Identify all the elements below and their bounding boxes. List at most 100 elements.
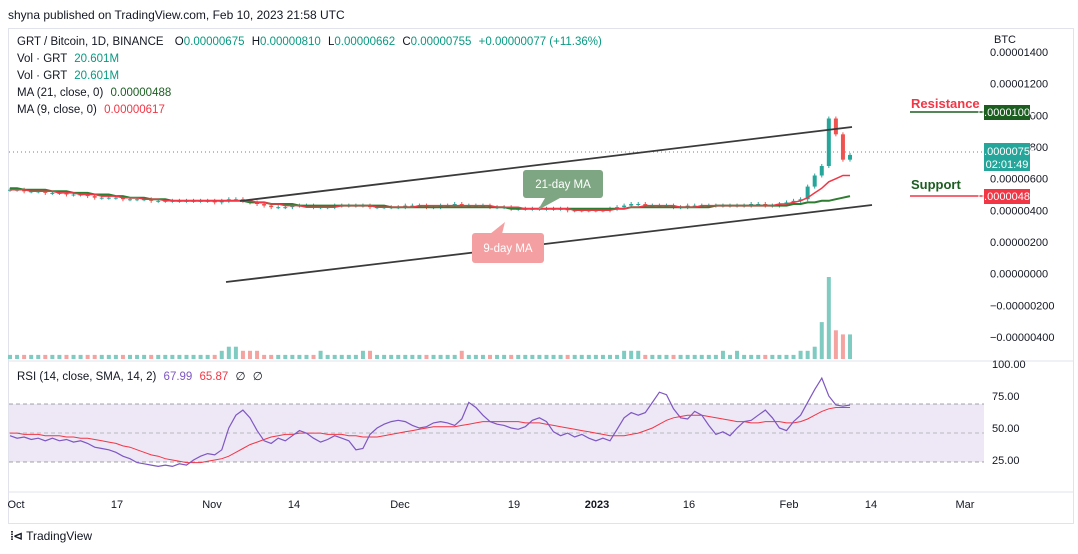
time-tick-label: Nov [202,499,222,511]
volume-bar [135,354,140,359]
close-value: 0.00000755 [410,36,472,48]
channel-lower-line[interactable] [225,204,873,283]
rsi-sma-line [10,407,850,464]
candle-body [848,154,852,160]
volume-bar [163,354,168,359]
price-tick-label: 0.00000400 [990,205,1048,217]
volume-bar [530,354,535,359]
volume-bar [36,354,41,359]
volume-bar [791,354,796,359]
channel-upper-line[interactable] [239,126,853,202]
resistance-label: Resistance [911,96,980,111]
last-price-text: 0.00000755 [978,146,1036,158]
volume-bars [8,277,852,359]
price-tick-label: 0.00001200 [990,79,1048,91]
volume-bar [431,354,436,359]
volume-bar [360,350,365,359]
volume-bar [396,354,401,359]
volume-bar [332,354,337,359]
symbol-name[interactable]: GRT / Bitcoin, 1D, BINANCE [17,36,164,48]
volume-bar [85,354,90,359]
volume-bar [657,354,662,359]
volume-bar [756,354,761,359]
volume-bar [212,354,217,359]
volume-bar [403,354,408,359]
volume-bar [184,354,189,359]
candle-body [233,199,238,201]
candle-body [643,204,648,206]
volume-bar [120,354,125,359]
volume-bar [149,354,154,359]
volume-bar [706,354,711,359]
rsi-label[interactable]: RSI (14, close, SMA, 14, 2) [17,371,157,383]
tradingview-logo-icon: ⁞⊲ [10,529,23,543]
volume-bar [283,354,288,359]
candle-body [262,204,267,206]
vol2-label[interactable]: Vol · GRT [17,70,68,82]
time-tick-label: 17 [111,499,123,511]
volume-bar [685,354,690,359]
time-tick-label: Oct [7,499,24,511]
volume-bar [495,354,500,359]
candle-body [622,205,627,208]
volume-bar [777,354,782,359]
volume-bar [304,354,309,359]
volume-bar [99,354,104,359]
ma9-label[interactable]: MA (9, close, 0) [17,104,97,116]
volume-bar [438,354,443,359]
volume-bar [353,354,358,359]
ma9-callout-text: 9-day MA [483,243,533,255]
vol2-value: 20.601M [74,70,120,82]
volume-bar [198,354,203,359]
volume-bar [219,350,224,359]
volume-bar [57,354,62,359]
candle-body [85,194,90,197]
volume-bar [240,350,245,359]
volume-bar [452,354,457,359]
volume-bar [763,354,768,359]
volume-bar [826,277,831,359]
volume-bar [728,354,732,359]
volume-bar [318,350,323,359]
price-tick-label: 0.00000600 [990,174,1048,186]
low-label: L [327,36,335,48]
volume-bar [156,354,161,359]
candle-body [99,197,104,199]
legend-vol1-row: Vol · GRT 20.601M [17,51,119,68]
ma21-label[interactable]: MA (21, close, 0) [17,87,104,99]
volume-bar [713,354,718,359]
candle-body [50,192,55,194]
footer-brand[interactable]: TradingView [26,529,93,543]
time-axis: Oct 17 Nov 14 Dec 19 2023 16 Feb 14 Mar [7,499,974,511]
volume-bar [64,354,69,359]
rsi-extra-2: ∅ [252,371,263,383]
rsi-axis: 100.00 75.00 50.00 25.00 [992,359,1026,467]
volume-bar [191,354,196,359]
volume-bar [622,350,627,359]
volume-bar [50,354,55,359]
volume-bar [840,334,845,359]
volume-bar [558,354,563,359]
volume-bar [417,354,422,359]
volume-bar [812,346,817,359]
volume-bar [523,354,528,359]
legend-vol2-row: Vol · GRT 20.601M [17,68,119,85]
candle-body [805,186,810,200]
ma21-callout-text: 21-day MA [535,179,591,191]
support-price-tag [984,189,1030,204]
volume-bar [502,354,507,359]
candle-body [120,197,125,200]
volume-bar [671,354,676,359]
candle-body [826,118,831,166]
volume-bar [480,354,485,359]
chart-frame [8,28,1074,524]
legend-rsi-row: RSI (14, close, SMA, 14, 2) 67.99 65.87 … [17,369,263,386]
close-label: C [402,36,411,48]
change-value: +0.00000077 (+11.36%) [478,36,602,48]
candle-body [92,196,97,198]
volume-bar [106,354,111,359]
vol1-label[interactable]: Vol · GRT [17,53,68,65]
volume-bar [565,354,570,359]
candle-body [135,199,140,201]
